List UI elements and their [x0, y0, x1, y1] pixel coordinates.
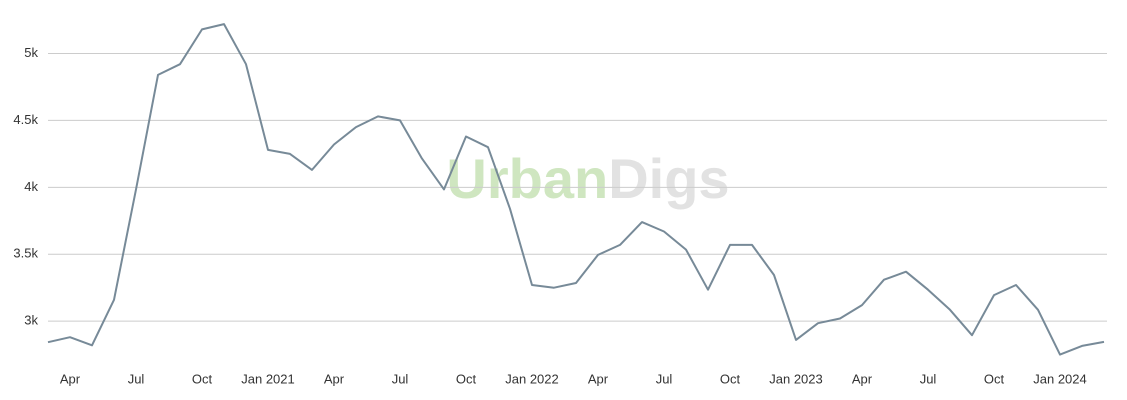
x-tick-label: Jan 2021 — [241, 371, 295, 386]
x-tick-label: Oct — [720, 371, 741, 386]
line — [47, 23, 1105, 356]
x-tick-label: Oct — [984, 371, 1005, 386]
x-tick-label: Apr — [588, 371, 609, 386]
x-tick-label: Apr — [852, 371, 873, 386]
y-tick-label: 4.5k — [13, 112, 38, 127]
x-tick-label: Jul — [920, 371, 937, 386]
x-tick-label: Apr — [60, 371, 81, 386]
x-tick-label: Jan 2024 — [1033, 371, 1087, 386]
x-tick-label: Jul — [656, 371, 673, 386]
y-tick-label: 3.5k — [13, 246, 38, 261]
watermark-part: Digs — [608, 147, 729, 210]
x-tick-label: Jan 2023 — [769, 371, 823, 386]
x-tick-label: Jul — [128, 371, 145, 386]
watermark-part: Urban — [446, 147, 608, 210]
x-tick-label: Jan 2022 — [505, 371, 559, 386]
y-tick-label: 3k — [24, 313, 38, 328]
x-tick-label: Oct — [456, 371, 477, 386]
y-tick-label: 4k — [24, 179, 38, 194]
watermark: UrbanDigs — [446, 147, 729, 210]
x-tick-label: Apr — [324, 371, 345, 386]
x-tick-label: Jul — [392, 371, 409, 386]
x-tick-label: Oct — [192, 371, 213, 386]
y-tick-label: 5k — [24, 45, 38, 60]
